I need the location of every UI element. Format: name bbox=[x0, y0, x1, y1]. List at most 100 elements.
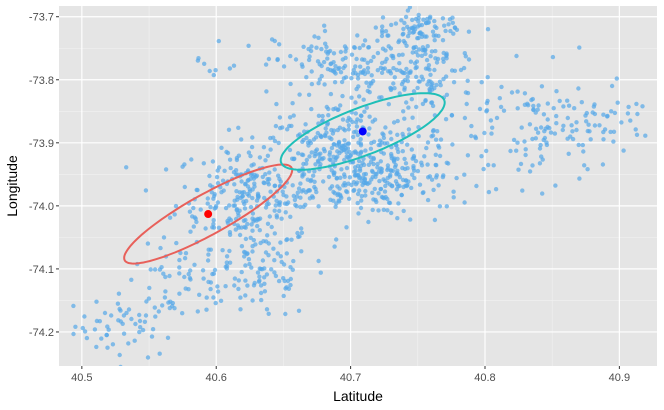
data-point bbox=[530, 163, 535, 168]
data-point bbox=[359, 149, 364, 154]
data-point bbox=[269, 267, 274, 272]
data-point bbox=[319, 73, 324, 79]
data-point bbox=[353, 100, 358, 105]
data-point bbox=[489, 131, 494, 136]
data-point bbox=[441, 173, 446, 178]
data-point bbox=[443, 28, 448, 34]
data-point bbox=[394, 170, 400, 176]
data-point bbox=[191, 224, 196, 229]
data-point bbox=[601, 129, 606, 135]
data-point bbox=[163, 274, 168, 280]
data-point bbox=[373, 197, 378, 203]
data-point bbox=[316, 152, 321, 157]
data-point bbox=[188, 229, 193, 234]
data-point bbox=[124, 165, 129, 170]
data-point bbox=[358, 137, 363, 142]
data-point bbox=[393, 162, 398, 168]
data-point bbox=[320, 113, 325, 119]
data-point bbox=[378, 170, 384, 175]
data-point bbox=[276, 140, 281, 146]
data-point bbox=[284, 237, 289, 243]
data-point bbox=[213, 68, 218, 73]
data-point bbox=[371, 139, 377, 144]
data-point bbox=[413, 158, 419, 164]
data-point bbox=[419, 53, 425, 58]
data-point bbox=[323, 126, 328, 131]
data-point bbox=[378, 187, 383, 192]
data-point bbox=[405, 182, 410, 188]
data-point bbox=[309, 81, 315, 87]
data-point bbox=[366, 219, 371, 225]
data-point bbox=[405, 74, 410, 80]
data-point bbox=[357, 175, 362, 181]
data-point bbox=[608, 129, 613, 135]
data-point bbox=[283, 210, 288, 215]
data-point bbox=[379, 70, 385, 76]
data-point bbox=[531, 103, 536, 109]
data-point bbox=[331, 107, 336, 112]
cluster-ellipse bbox=[279, 92, 446, 171]
data-point bbox=[272, 258, 277, 263]
data-point bbox=[145, 355, 151, 360]
data-point bbox=[232, 283, 237, 288]
data-point bbox=[265, 177, 270, 182]
data-point bbox=[410, 50, 415, 55]
data-point bbox=[364, 105, 369, 110]
data-point bbox=[527, 169, 533, 174]
data-point bbox=[397, 183, 402, 189]
data-point bbox=[409, 185, 414, 191]
data-point bbox=[241, 218, 247, 223]
data-point bbox=[196, 56, 201, 61]
data-point bbox=[415, 85, 420, 91]
data-point bbox=[250, 195, 255, 201]
data-point bbox=[220, 248, 225, 253]
data-point bbox=[393, 21, 399, 26]
data-point bbox=[342, 172, 347, 177]
data-point bbox=[244, 198, 249, 204]
data-point bbox=[358, 70, 363, 75]
data-point bbox=[544, 140, 549, 145]
data-point bbox=[239, 269, 244, 275]
data-point bbox=[523, 147, 528, 152]
data-point bbox=[409, 147, 414, 152]
data-point bbox=[375, 38, 380, 43]
data-point bbox=[401, 184, 406, 190]
data-point bbox=[375, 50, 381, 56]
data-point bbox=[372, 186, 377, 192]
data-point bbox=[381, 177, 386, 182]
data-point bbox=[278, 125, 283, 131]
data-point bbox=[433, 137, 439, 142]
data-point bbox=[324, 44, 329, 50]
data-point bbox=[531, 107, 536, 112]
data-point bbox=[214, 174, 220, 180]
data-point bbox=[349, 95, 354, 100]
data-point bbox=[269, 224, 274, 230]
data-point bbox=[530, 136, 535, 142]
data-point bbox=[397, 175, 403, 180]
data-point bbox=[566, 103, 572, 108]
data-point bbox=[143, 188, 149, 193]
data-point bbox=[227, 203, 232, 208]
data-point bbox=[612, 110, 618, 116]
data-point bbox=[291, 113, 296, 118]
data-point bbox=[543, 126, 548, 131]
data-point bbox=[365, 60, 370, 65]
data-point bbox=[238, 295, 243, 300]
data-point bbox=[271, 246, 276, 251]
data-point bbox=[508, 148, 513, 154]
data-point bbox=[82, 329, 88, 334]
data-point bbox=[282, 278, 287, 284]
data-point bbox=[160, 303, 165, 308]
data-point bbox=[94, 299, 99, 304]
data-point bbox=[314, 147, 320, 152]
data-point bbox=[388, 71, 394, 76]
data-point bbox=[369, 73, 374, 78]
data-point bbox=[403, 14, 409, 20]
data-point bbox=[413, 16, 419, 22]
data-point bbox=[432, 67, 437, 73]
data-point bbox=[484, 148, 489, 154]
data-point bbox=[290, 101, 295, 106]
data-point bbox=[643, 133, 648, 138]
data-point bbox=[491, 163, 496, 168]
